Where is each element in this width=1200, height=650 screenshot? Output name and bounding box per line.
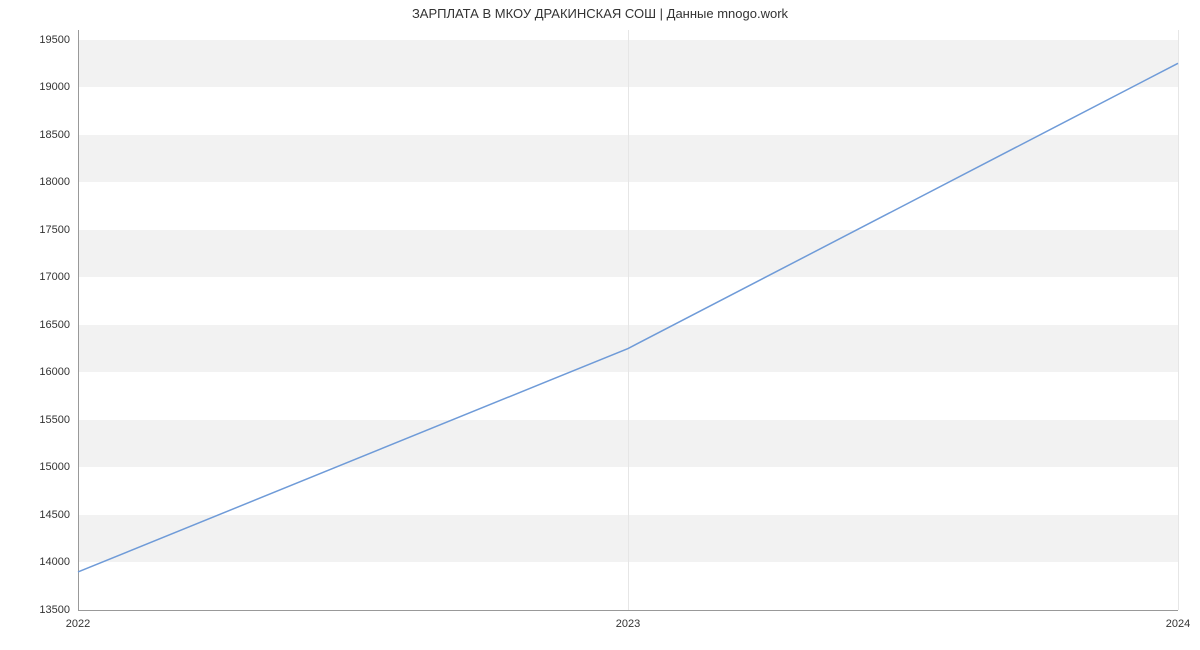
y-tick-label: 16500 — [39, 319, 70, 331]
y-tick-label: 13500 — [39, 604, 70, 616]
y-tick-label: 17000 — [39, 271, 70, 283]
y-tick-label: 15000 — [39, 461, 70, 473]
chart-title: ЗАРПЛАТА В МКОУ ДРАКИНСКАЯ СОШ | Данные … — [0, 6, 1200, 21]
x-tick-label: 2022 — [66, 618, 90, 630]
x-tick-label: 2024 — [1166, 618, 1190, 630]
x-tick-label: 2023 — [616, 618, 640, 630]
y-tick-label: 14000 — [39, 556, 70, 568]
series-salary — [78, 63, 1178, 572]
y-tick-label: 19500 — [39, 34, 70, 46]
x-gridline — [1178, 30, 1179, 610]
y-tick-label: 19000 — [39, 81, 70, 93]
plot-area: 2022202320241350014000145001500015500160… — [78, 30, 1178, 610]
y-tick-label: 18500 — [39, 129, 70, 141]
salary-line-chart: ЗАРПЛАТА В МКОУ ДРАКИНСКАЯ СОШ | Данные … — [0, 0, 1200, 650]
line-layer — [78, 30, 1178, 610]
x-axis-line — [78, 610, 1178, 611]
y-tick-label: 16000 — [39, 366, 70, 378]
y-tick-label: 17500 — [39, 224, 70, 236]
y-tick-label: 18000 — [39, 176, 70, 188]
y-tick-label: 14500 — [39, 509, 70, 521]
y-tick-label: 15500 — [39, 414, 70, 426]
